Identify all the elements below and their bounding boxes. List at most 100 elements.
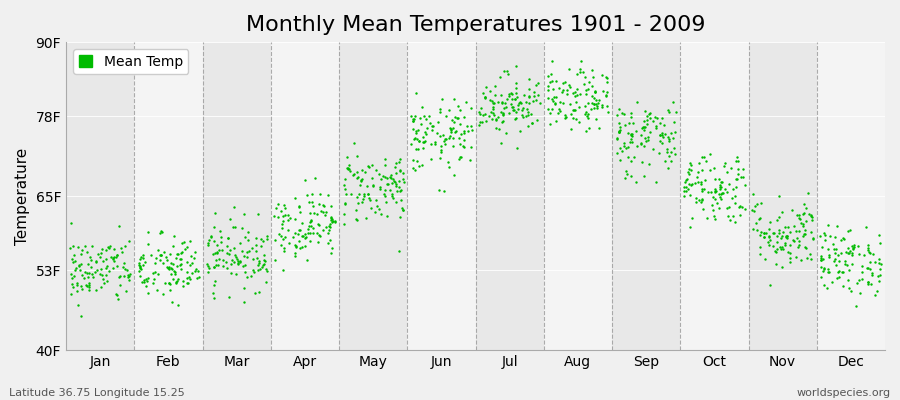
Point (396, 170, 410, 176)
Point (338, 200, 352, 206)
Point (300, 192, 314, 198)
Point (170, 263, 184, 270)
Point (377, 193, 392, 200)
Point (600, 103, 615, 110)
Point (838, 261, 852, 267)
Point (106, 264, 121, 271)
Point (212, 247, 226, 253)
Point (251, 262, 266, 269)
Point (759, 230, 773, 236)
Point (407, 116, 421, 122)
Point (227, 259, 241, 266)
Point (543, 79, 557, 85)
Point (706, 206, 721, 213)
Point (230, 259, 245, 266)
Point (817, 237, 832, 244)
Point (341, 164, 356, 171)
Point (418, 138, 432, 145)
Point (634, 132, 648, 138)
Point (589, 116, 603, 122)
Point (726, 213, 741, 219)
Point (555, 100, 570, 106)
Point (447, 114, 462, 120)
Point (543, 121, 557, 127)
Point (67, 252, 81, 259)
Point (836, 235, 850, 241)
Point (589, 101, 603, 107)
Point (105, 256, 120, 262)
Point (183, 276, 197, 282)
Point (774, 235, 788, 242)
Point (110, 252, 124, 258)
Point (65, 281, 79, 287)
Point (725, 185, 740, 192)
Point (751, 201, 765, 208)
Point (381, 180, 395, 187)
Point (680, 188, 694, 194)
Point (662, 138, 677, 144)
Point (548, 101, 562, 107)
Point (202, 265, 217, 271)
Point (306, 202, 320, 209)
Point (171, 251, 185, 257)
Point (595, 72, 609, 78)
Point (761, 234, 776, 240)
Point (866, 250, 880, 257)
Point (252, 259, 266, 266)
Point (356, 191, 371, 198)
Point (140, 278, 155, 284)
Point (495, 100, 509, 106)
Point (133, 254, 148, 260)
Point (661, 107, 675, 114)
Point (872, 256, 886, 262)
Point (552, 85, 566, 91)
Point (773, 244, 788, 250)
Point (292, 238, 306, 244)
Point (842, 266, 856, 273)
Point (148, 260, 163, 266)
Point (82, 270, 96, 276)
Point (213, 238, 228, 245)
Point (654, 140, 669, 146)
Point (150, 287, 165, 293)
Point (658, 130, 672, 137)
Point (353, 181, 367, 188)
Point (522, 76, 536, 82)
Point (852, 251, 867, 257)
Point (227, 204, 241, 210)
Point (828, 234, 842, 240)
Point (215, 263, 230, 269)
Point (132, 260, 147, 266)
Point (554, 88, 569, 95)
Point (252, 258, 266, 264)
Point (191, 268, 205, 274)
Point (274, 225, 289, 231)
Point (210, 242, 224, 248)
Point (302, 238, 317, 244)
Point (406, 115, 420, 122)
Point (276, 248, 291, 254)
Point (872, 232, 886, 238)
Point (708, 216, 723, 222)
Point (778, 224, 793, 230)
Point (667, 145, 681, 152)
Point (223, 247, 238, 253)
Point (707, 188, 722, 194)
Point (238, 262, 252, 268)
Point (338, 201, 352, 208)
Point (696, 206, 710, 212)
Point (576, 68, 590, 75)
Point (67, 259, 81, 265)
Point (562, 84, 577, 90)
Point (176, 283, 190, 289)
Point (527, 92, 542, 99)
Title: Monthly Mean Temperatures 1901 - 2009: Monthly Mean Temperatures 1901 - 2009 (246, 15, 706, 35)
Point (448, 128, 463, 134)
Point (556, 87, 571, 93)
Point (288, 252, 302, 259)
Point (769, 260, 783, 267)
Point (418, 128, 432, 135)
Point (372, 170, 386, 177)
Point (752, 250, 767, 257)
Point (452, 156, 466, 162)
